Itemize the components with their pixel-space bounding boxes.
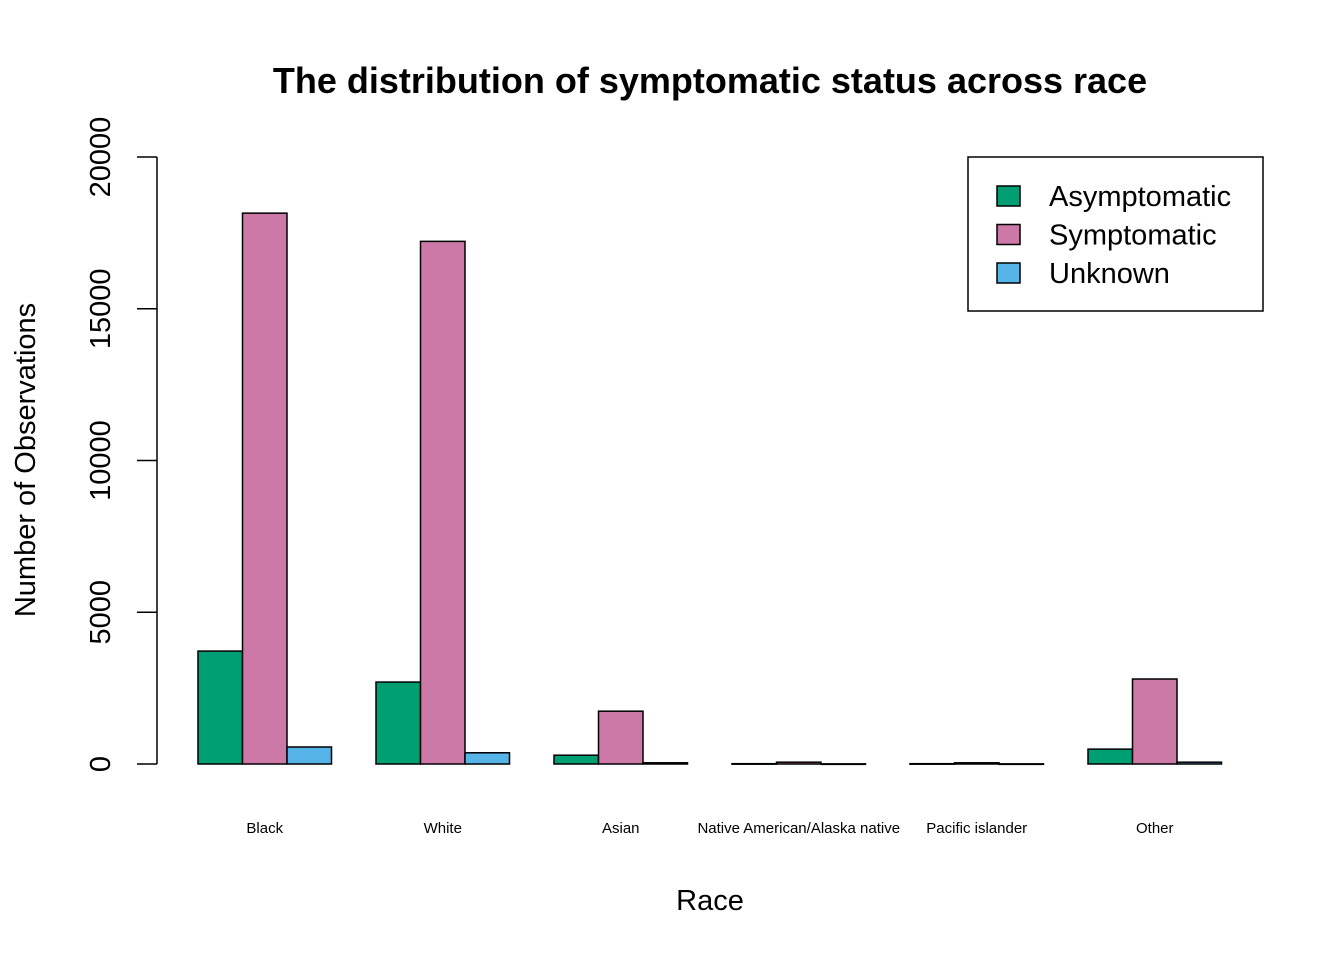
chart-title: The distribution of symptomatic status a… [273,60,1147,101]
y-tick-label: 5000 [85,580,117,645]
y-tick-label: 0 [85,756,117,772]
legend-label-symptomatic: Symptomatic [1049,220,1217,252]
bar-symptomatic-asian [597,710,644,765]
bars [197,212,1223,766]
legend-swatch-symptomatic [996,223,1021,246]
bar-unknown-black [286,746,333,765]
bar-unknown-native-american-alaska-native [820,763,867,766]
legend-swatch-unknown [996,262,1021,284]
bar-unknown-white [464,752,511,765]
bar-group-other [1087,678,1223,765]
bar-symptomatic-white [419,240,466,765]
x-axis-label: Race [676,885,744,917]
bar-symptomatic-other [1131,678,1178,765]
bar-group-native-american-alaska-native [731,761,867,766]
y-axis: 0 5000 10000 15000 20000 [85,117,158,772]
x-tick-label: Black [246,820,283,837]
legend-swatch-asymptomatic [996,185,1021,207]
x-tick-label: Pacific islander [926,820,1027,837]
bar-symptomatic-native-american-alaska-native [775,761,822,765]
bar-asymptomatic-white [375,681,422,765]
bar-asymptomatic-native-american-alaska-native [731,762,778,765]
x-tick-label: Native American/Alaska native [697,820,900,837]
bar-group-white [375,240,511,765]
x-tick-label: Asian [602,820,640,837]
bar-asymptomatic-other [1087,748,1134,765]
y-tick-label: 20000 [85,117,117,198]
y-axis-label: Number of Observations [10,303,42,617]
bar-unknown-other [1176,761,1223,765]
bar-group-black [197,212,333,765]
bar-asymptomatic-asian [553,754,600,765]
bar-asymptomatic-black [197,650,244,765]
x-tick-label: Other [1136,820,1174,837]
x-tick-labels: Black White Asian Native American/Alaska na… [246,820,1173,837]
bar-symptomatic-black [241,212,288,765]
legend-label-unknown: Unknown [1049,258,1170,290]
legend: Asymptomatic Symptomatic Unknown [967,156,1264,312]
bar-group-pacific-islander [909,762,1045,766]
legend-label-asymptomatic: Asymptomatic [1049,181,1231,213]
bar-group-asian [553,710,689,765]
x-tick-label: White [424,820,462,837]
bar-asymptomatic-pacific-islander [909,762,956,765]
bar-unknown-pacific-islander [998,763,1045,766]
y-tick-label: 15000 [85,268,117,349]
bar-unknown-asian [642,762,689,765]
bar-symptomatic-pacific-islander [953,762,1000,765]
y-tick-label: 10000 [85,420,117,501]
